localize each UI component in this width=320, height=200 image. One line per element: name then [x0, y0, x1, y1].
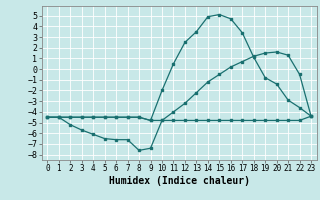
X-axis label: Humidex (Indice chaleur): Humidex (Indice chaleur) — [109, 176, 250, 186]
